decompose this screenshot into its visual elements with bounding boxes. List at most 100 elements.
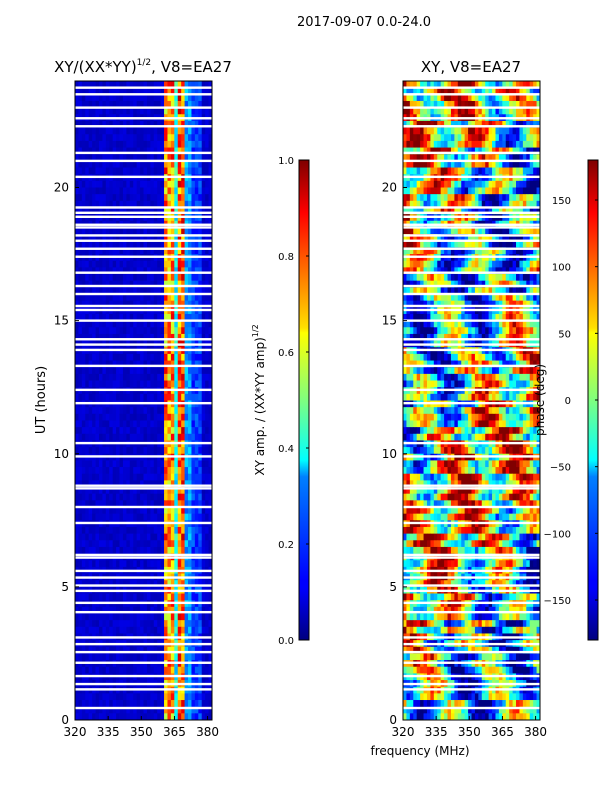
amplitude-cell: [92, 260, 96, 268]
amplitude-cell: [205, 413, 209, 421]
amplitude-cell: [98, 613, 103, 621]
amplitude-cell: [85, 467, 90, 475]
amplitude-cell: [119, 700, 124, 708]
amplitude-cell: [160, 373, 165, 381]
amplitude-cell: [177, 134, 182, 142]
phase-cell: [529, 147, 534, 155]
amplitude-cell: [85, 706, 90, 714]
amplitude-cell: [81, 540, 86, 548]
amplitude-cell: [167, 120, 172, 128]
amplitude-cell: [188, 713, 192, 721]
amplitude-cell: [78, 420, 83, 428]
amplitude-cell: [143, 280, 148, 288]
amplitude-cell: [116, 327, 120, 335]
amplitude-cell: [126, 606, 131, 614]
amplitude-cell: [174, 274, 179, 282]
amplitude-cell: [119, 147, 124, 155]
phase-cell: [461, 107, 466, 115]
amplitude-cell: [150, 274, 155, 282]
amplitude-cell: [170, 533, 175, 541]
amplitude-cell: [78, 626, 83, 634]
amplitude-cell: [140, 427, 144, 435]
amplitude-cell: [191, 700, 196, 708]
amplitude-cell: [181, 313, 185, 322]
amplitude-cell: [129, 313, 134, 322]
amplitude-cell: [143, 447, 148, 455]
amplitude-cell: [98, 513, 103, 521]
amplitude-cell: [81, 560, 86, 568]
amplitude-cell: [109, 353, 114, 361]
phase-cell: [447, 100, 452, 109]
amplitude-cell: [95, 167, 100, 175]
phase-cell: [461, 160, 466, 168]
amplitude-cell: [205, 526, 209, 535]
phase-cell: [516, 180, 520, 188]
amplitude-cell: [160, 87, 165, 95]
flagged-gap: [75, 106, 212, 109]
amplitude-cell: [109, 393, 114, 401]
amplitude-cell: [88, 540, 93, 548]
amplitude-cell: [181, 526, 185, 535]
phase-cell: [426, 187, 431, 195]
phase-cell: [495, 87, 500, 95]
amplitude-cell: [116, 533, 120, 541]
amplitude-cell: [170, 240, 175, 248]
phase-cell: [464, 87, 469, 95]
amplitude-cell: [112, 200, 117, 208]
amplitude-cell: [85, 380, 90, 388]
amplitude-cell: [198, 493, 203, 501]
phase-cell: [536, 200, 541, 208]
amplitude-cell: [116, 313, 120, 322]
amplitude-cell: [136, 360, 141, 368]
phase-cell: [526, 134, 531, 142]
amplitude-cell: [88, 274, 93, 282]
amplitude-cell: [133, 367, 138, 375]
amplitude-cell: [136, 207, 141, 215]
amplitude-cell: [116, 227, 120, 235]
amplitude-cell: [75, 433, 79, 441]
amplitude-cell: [198, 500, 203, 508]
phase-cell: [468, 227, 472, 235]
amplitude-cell: [136, 180, 141, 188]
phase-cell: [444, 194, 448, 202]
amplitude-cell: [177, 606, 182, 614]
phase-cell: [461, 194, 466, 202]
phase-cell: [450, 207, 455, 215]
amplitude-cell: [201, 467, 206, 475]
amplitude-cell: [150, 107, 155, 115]
amplitude-cell: [126, 500, 131, 508]
amplitude-cell: [105, 487, 110, 495]
phase-cell: [468, 160, 472, 168]
amplitude-cell: [150, 100, 155, 109]
phase-cell: [420, 140, 424, 148]
phase-cell: [409, 200, 414, 208]
amplitude-cell: [160, 653, 165, 661]
phase-cell: [526, 227, 531, 235]
amplitude-cell: [170, 407, 175, 415]
amplitude-cell: [157, 500, 162, 508]
amplitude-cell: [153, 154, 158, 162]
amplitude-cell: [164, 353, 168, 361]
phase-cell: [430, 167, 435, 175]
phase-cell: [529, 154, 534, 162]
amplitude-cell: [201, 120, 206, 128]
phase-cell: [529, 100, 534, 109]
amplitude-cell: [181, 320, 185, 328]
amplitude-cell: [194, 420, 199, 428]
amplitude-cell: [88, 393, 93, 401]
amplitude-cell: [198, 87, 203, 95]
amplitude-cell: [78, 613, 83, 621]
phase-cell: [478, 87, 483, 95]
amplitude-cell: [164, 373, 168, 381]
amplitude-cell: [105, 127, 110, 135]
flagged-gap: [75, 569, 212, 573]
phase-cell: [457, 87, 462, 95]
amplitude-cell: [174, 194, 179, 202]
amplitude-colorbar-label: XY amp. / (XX*YY amp)1/2: [251, 324, 267, 475]
amplitude-cell: [116, 180, 120, 188]
amplitude-cell: [105, 140, 110, 148]
phase-cell: [533, 94, 537, 102]
phase-cell: [433, 247, 438, 255]
amplitude-cell: [198, 526, 203, 535]
flagged-gap: [75, 343, 212, 346]
